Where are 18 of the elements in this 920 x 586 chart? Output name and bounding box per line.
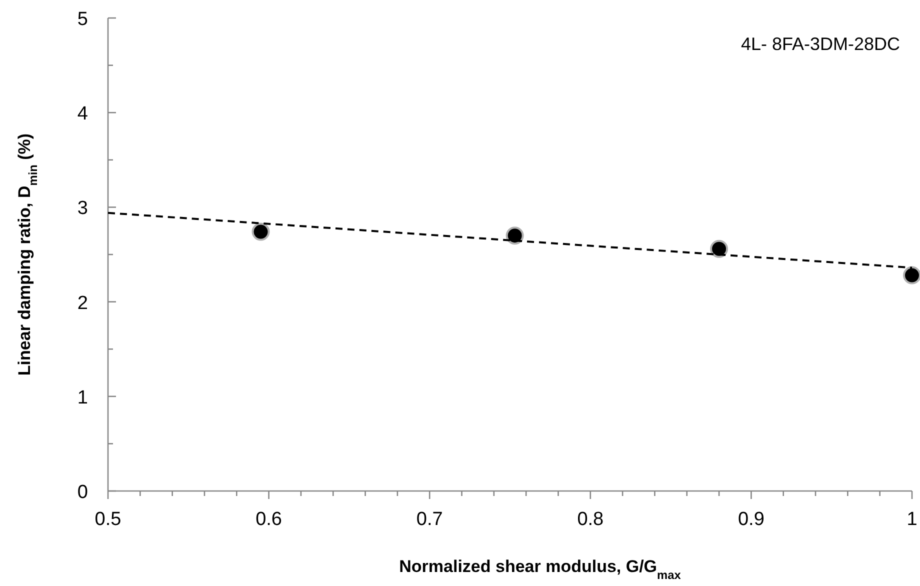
- x-tick-label: 0.5: [94, 509, 122, 530]
- point: [252, 222, 270, 241]
- x-tick-label: 0.9: [738, 509, 764, 530]
- x-axis-title: Normalized shear modulus, G/G$_{max}$: [399, 557, 682, 582]
- x-tick-label: 0.6: [256, 509, 282, 530]
- y-tick-label: 5: [77, 9, 88, 30]
- point: [903, 266, 920, 284]
- point: [710, 240, 728, 258]
- point: [506, 226, 524, 245]
- x-tick-label: 1: [906, 509, 918, 530]
- y-tick-label: 0: [77, 482, 88, 503]
- x-tick-label: 0.8: [577, 509, 604, 530]
- x-tick-label: 0.7: [416, 509, 443, 530]
- y-tick-label: 3: [77, 198, 88, 220]
- y-tick-label: 4: [77, 104, 88, 125]
- y-tick-label: 1: [77, 387, 88, 408]
- annotation: 4L- 8FA-3DM-28DC: [740, 34, 900, 54]
- y-tick-label: 2: [77, 292, 88, 314]
